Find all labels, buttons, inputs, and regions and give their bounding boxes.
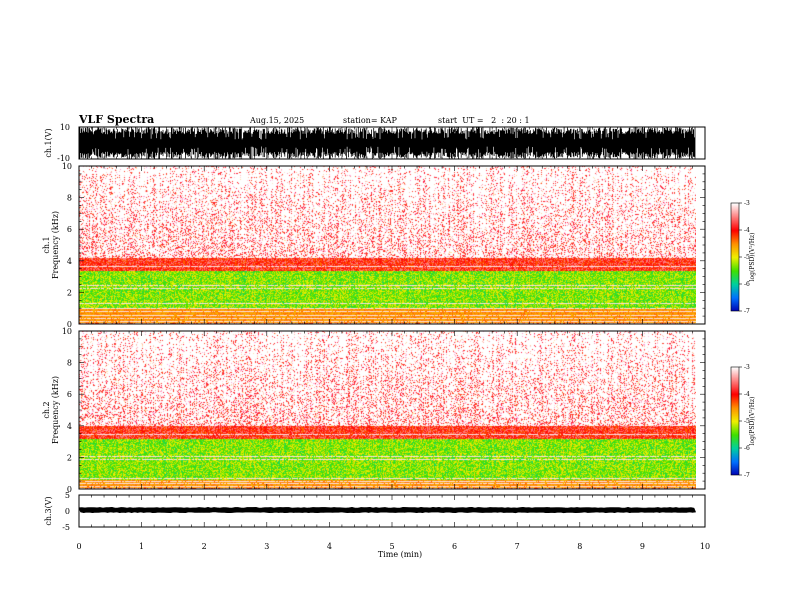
time-axis-tick-labels: 0 1 2 3 4 5 6 7 8 9 10 (76, 542, 710, 551)
ch2-spec-ytick-label-4: 4 (67, 422, 72, 431)
ch1-colorbar-label--5: -5 (744, 254, 750, 261)
time-tick-label-5: 5 (389, 542, 394, 551)
ch2-colorbar-label--3: -3 (744, 364, 750, 371)
time-tick-label-10: 10 (700, 542, 710, 551)
figure-title: VLF Spectra (78, 113, 154, 126)
ch3-waveform-panel: 5 0 -5 ch.3(V) 0 1 2 3 4 5 6 7 8 9 10 Time (min) (44, 491, 710, 559)
station-label: station= KAP (343, 116, 398, 125)
ch1-spectrogram-xticks (78, 166, 706, 324)
ch2-spec-ytick-label-10: 10 (62, 327, 72, 336)
ch1-waveform-trace (78, 127, 696, 159)
ch1-ylabel: ch.1(V) (44, 128, 53, 157)
ch2-spectrogram-ylabel-channel: ch.2 (42, 401, 51, 418)
time-tick-label-6: 6 (452, 542, 457, 551)
ch2-colorbar-label: log(PSD)(V²/Hz) (749, 397, 756, 446)
ch2-colorbar-label--4: -4 (744, 391, 750, 398)
ch1-colorbar-label: log(PSD)(V²/Hz) (749, 233, 756, 282)
ch1-spectrogram-yticks: 0 2 4 6 8 10 (62, 162, 705, 329)
ch1-spec-ytick-label-10: 10 (62, 162, 72, 171)
ch1-spec-ytick-label-8: 8 (67, 194, 72, 203)
time-tick-label-8: 8 (577, 542, 582, 551)
ch1-spectrogram-ylabel-channel: ch.1 (42, 236, 51, 253)
ch2-spectrogram-yticks: 0 2 4 6 8 10 (62, 327, 705, 494)
ch1-spec-ytick-label-2: 2 (67, 288, 72, 297)
start-time-label: start UT = 2 : 20 : 1 (438, 116, 530, 125)
ch2-spec-ytick-label-0: 0 (67, 485, 72, 494)
ch1-spec-ytick-label-6: 6 (67, 225, 72, 234)
ch3-ytick-bottom: -5 (62, 523, 70, 532)
ch1-colorbar-label--4: -4 (744, 227, 750, 234)
ch1-xticks (78, 127, 706, 159)
ch1-waveform-panel: 10 -10 ch.1(V) (44, 123, 706, 163)
ch1-colorbar (731, 203, 739, 311)
ch1-colorbar-label--3: -3 (744, 200, 750, 207)
time-tick-label-2: 2 (202, 542, 207, 551)
time-axis-label: Time (min) (378, 550, 422, 559)
ch3-ytick-top: 5 (65, 491, 70, 500)
date-label: Aug.15, 2025 (249, 116, 304, 125)
ch3-ytick-middle: 0 (65, 507, 70, 516)
ch3-ylabel: ch.3(V) (44, 496, 53, 525)
ch2-colorbar-label--7: -7 (744, 472, 750, 479)
ch2-colorbar-label--5: -5 (744, 418, 750, 425)
ch1-ytick-bottom: -10 (57, 154, 70, 163)
ch1-spectrogram-ylabel-frequency: Frequency (kHz) (51, 211, 60, 279)
time-tick-label-0: 0 (76, 542, 81, 551)
time-tick-label-4: 4 (327, 542, 332, 551)
ch2-spectrogram-image (79, 331, 696, 489)
ch1-colorbar-label--7: -7 (744, 308, 750, 315)
ch3-waveform-trace (78, 506, 697, 514)
time-tick-label-1: 1 (139, 542, 144, 551)
ch2-spec-ytick-label-2: 2 (67, 453, 72, 462)
time-tick-label-3: 3 (264, 542, 269, 551)
ch1-spec-ytick-label-0: 0 (67, 320, 72, 329)
ch1-spec-ytick-label-4: 4 (67, 257, 72, 266)
ch1-ytick-top: 10 (60, 123, 70, 132)
ch2-spectrogram-xticks (78, 331, 706, 489)
ch1-spectrogram-image (79, 166, 696, 324)
ch1-colorbar-ticks: -3 -4 -5 -6 -7 (739, 200, 750, 315)
ch2-colorbar-ticks: -3 -4 -5 -6 -7 (739, 364, 750, 479)
ch2-spec-ytick-label-6: 6 (67, 390, 72, 399)
ch2-spec-ytick-label-8: 8 (67, 359, 72, 368)
ch2-colorbar-label--6: -6 (744, 445, 750, 452)
ch2-colorbar (731, 367, 739, 475)
ch1-colorbar-label--6: -6 (744, 281, 750, 288)
time-tick-label-9: 9 (640, 542, 645, 551)
time-tick-label-7: 7 (515, 542, 520, 551)
ch2-spectrogram-ylabel-frequency: Frequency (kHz) (51, 376, 60, 444)
ch3-xticks (78, 495, 706, 527)
